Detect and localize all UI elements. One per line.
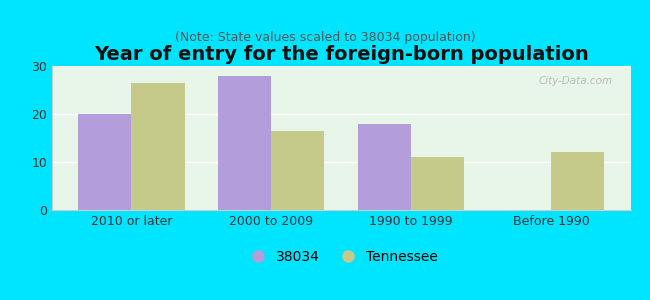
Text: (Note: State values scaled to 38034 population): (Note: State values scaled to 38034 popu… (175, 32, 475, 44)
Text: City-Data.com: City-Data.com (539, 76, 613, 86)
Bar (551, 152, 604, 210)
Bar (218, 76, 271, 210)
Bar (411, 157, 464, 210)
Title: Year of entry for the foreign-born population: Year of entry for the foreign-born popul… (94, 45, 589, 64)
Bar (131, 83, 185, 210)
Bar (78, 114, 131, 210)
Bar (358, 124, 411, 210)
Bar (271, 131, 324, 210)
Legend: 38034, Tennessee: 38034, Tennessee (239, 244, 443, 269)
